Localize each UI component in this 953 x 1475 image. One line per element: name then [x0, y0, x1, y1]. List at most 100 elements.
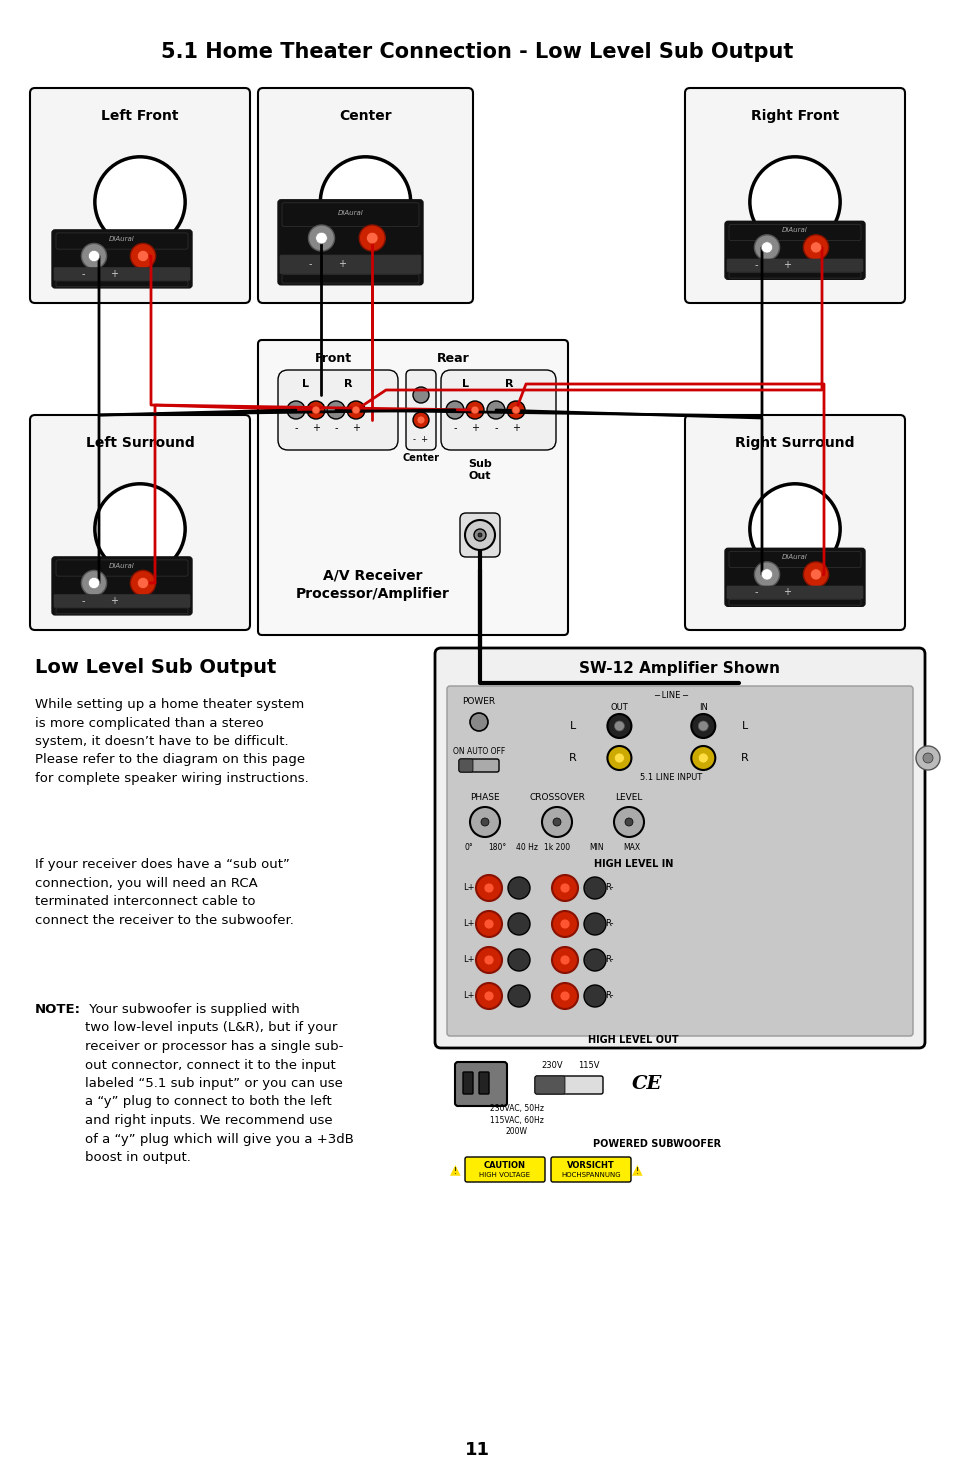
FancyBboxPatch shape — [464, 1156, 544, 1181]
Text: 1k 200: 1k 200 — [543, 844, 570, 853]
Text: +: + — [471, 423, 478, 434]
Circle shape — [89, 577, 99, 589]
Circle shape — [541, 807, 572, 836]
Circle shape — [320, 156, 410, 248]
Circle shape — [476, 947, 501, 974]
Text: +: + — [352, 423, 359, 434]
FancyBboxPatch shape — [257, 88, 473, 302]
Circle shape — [446, 401, 463, 419]
Circle shape — [749, 156, 840, 248]
Circle shape — [413, 386, 429, 403]
Circle shape — [507, 985, 530, 1007]
Circle shape — [809, 242, 821, 254]
Circle shape — [624, 819, 633, 826]
FancyBboxPatch shape — [459, 513, 499, 558]
FancyBboxPatch shape — [535, 1075, 564, 1094]
Circle shape — [471, 406, 478, 414]
Text: ─ LINE ─: ─ LINE ─ — [653, 692, 687, 701]
Circle shape — [307, 401, 325, 419]
Text: Sub
Out: Sub Out — [468, 459, 492, 481]
Text: +: + — [110, 268, 117, 279]
Circle shape — [464, 521, 495, 550]
Text: OUT: OUT — [610, 704, 628, 712]
FancyBboxPatch shape — [726, 586, 862, 599]
Text: Left Front: Left Front — [101, 109, 178, 122]
FancyBboxPatch shape — [728, 273, 861, 279]
Circle shape — [754, 562, 779, 587]
Text: A/V Receiver
Processor/Amplifier: A/V Receiver Processor/Amplifier — [295, 569, 450, 602]
Text: CAUTION: CAUTION — [483, 1161, 525, 1170]
Circle shape — [583, 878, 605, 898]
Text: Low Level Sub Output: Low Level Sub Output — [35, 658, 276, 677]
Text: -: - — [334, 423, 337, 434]
FancyBboxPatch shape — [726, 260, 862, 271]
Circle shape — [614, 807, 643, 836]
Text: PHASE: PHASE — [470, 794, 499, 802]
Circle shape — [137, 251, 149, 261]
Text: 180°: 180° — [487, 844, 506, 853]
Text: DiAural: DiAural — [109, 236, 134, 242]
Text: LEVEL: LEVEL — [615, 794, 642, 802]
Circle shape — [754, 235, 779, 260]
Circle shape — [760, 569, 772, 580]
Text: DiAural: DiAural — [781, 227, 807, 233]
Text: R: R — [343, 379, 352, 389]
FancyBboxPatch shape — [277, 370, 397, 450]
Circle shape — [137, 577, 149, 589]
FancyBboxPatch shape — [277, 199, 422, 285]
Circle shape — [559, 884, 569, 892]
Text: +: + — [781, 587, 790, 597]
FancyBboxPatch shape — [52, 558, 192, 615]
Circle shape — [507, 913, 530, 935]
Circle shape — [366, 232, 377, 243]
Circle shape — [327, 401, 345, 419]
Text: R-: R- — [604, 919, 613, 928]
Text: L+: L+ — [463, 919, 475, 928]
Circle shape — [476, 982, 501, 1009]
FancyBboxPatch shape — [56, 280, 188, 286]
Text: 5.1 LINE INPUT: 5.1 LINE INPUT — [639, 773, 701, 783]
Text: ▲: ▲ — [631, 1162, 641, 1176]
Circle shape — [94, 156, 185, 248]
FancyBboxPatch shape — [52, 230, 192, 288]
Circle shape — [416, 416, 424, 423]
Circle shape — [698, 721, 707, 732]
Text: NOTE:: NOTE: — [35, 1003, 81, 1016]
Text: R-: R- — [604, 991, 613, 1000]
FancyBboxPatch shape — [280, 255, 420, 274]
Circle shape — [802, 235, 828, 260]
Circle shape — [470, 807, 499, 836]
Text: -: - — [753, 261, 757, 270]
Text: +: + — [781, 261, 790, 270]
FancyBboxPatch shape — [728, 552, 861, 568]
Text: 0°: 0° — [464, 844, 473, 853]
Text: POWERED SUBWOOFER: POWERED SUBWOOFER — [592, 1139, 720, 1149]
Text: R: R — [504, 379, 513, 389]
Circle shape — [131, 243, 155, 268]
Text: Front: Front — [314, 351, 352, 364]
Text: -: - — [81, 596, 85, 606]
Circle shape — [923, 754, 932, 763]
Circle shape — [94, 484, 185, 574]
Text: HIGH LEVEL OUT: HIGH LEVEL OUT — [587, 1035, 678, 1044]
Text: R-: R- — [604, 956, 613, 965]
Circle shape — [315, 232, 327, 243]
FancyBboxPatch shape — [54, 594, 190, 608]
Circle shape — [512, 406, 519, 414]
Text: Right Front: Right Front — [750, 109, 839, 122]
Text: ▲: ▲ — [449, 1162, 460, 1176]
Circle shape — [483, 991, 494, 1002]
Text: If your receiver does have a “sub out”
connection, you will need an RCA
terminat: If your receiver does have a “sub out” c… — [35, 858, 294, 926]
Circle shape — [483, 954, 494, 965]
Text: HIGH VOLTAGE: HIGH VOLTAGE — [479, 1173, 530, 1179]
FancyBboxPatch shape — [724, 549, 864, 606]
Text: +: + — [312, 423, 319, 434]
FancyBboxPatch shape — [282, 202, 418, 227]
Circle shape — [476, 912, 501, 937]
Text: +: + — [110, 596, 117, 606]
Circle shape — [698, 754, 707, 763]
Text: Rear: Rear — [436, 351, 469, 364]
Circle shape — [553, 819, 560, 826]
FancyBboxPatch shape — [282, 274, 418, 283]
Circle shape — [559, 919, 569, 929]
